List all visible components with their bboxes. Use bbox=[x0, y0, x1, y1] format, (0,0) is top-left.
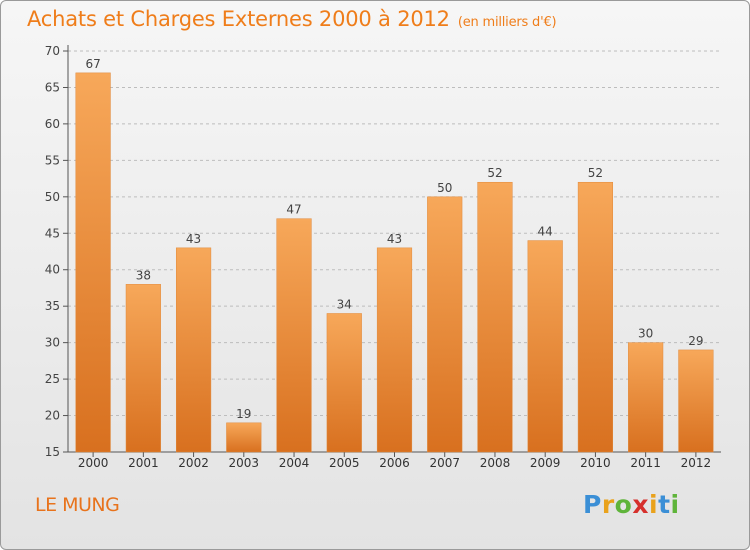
bar bbox=[427, 196, 463, 453]
bar bbox=[326, 313, 362, 453]
data-label: 30 bbox=[638, 327, 653, 341]
data-label: 19 bbox=[236, 407, 251, 421]
x-tick-label: 2001 bbox=[128, 456, 159, 470]
bars bbox=[75, 72, 714, 453]
data-label: 47 bbox=[286, 203, 301, 217]
bar bbox=[276, 218, 312, 453]
data-label: 67 bbox=[85, 57, 100, 71]
labels: 15 20 25 30 35 40 45 50 55 60 65 70 2000 67 2001 38 2002… bbox=[45, 44, 711, 470]
proxiti-logo: Proxiti bbox=[583, 490, 680, 519]
data-label: 50 bbox=[437, 181, 452, 195]
logo-letter: t bbox=[658, 490, 671, 519]
y-tick-label: 65 bbox=[45, 80, 60, 94]
chart-title-text: Achats et Charges Externes 2000 à 2012 bbox=[27, 7, 450, 31]
data-label: 43 bbox=[387, 232, 402, 246]
x-tick-label: 2005 bbox=[329, 456, 360, 470]
x-tick-label: 2007 bbox=[429, 456, 460, 470]
data-label: 34 bbox=[337, 297, 352, 311]
bar bbox=[527, 240, 563, 453]
bar bbox=[175, 247, 212, 453]
x-tick-label: 2011 bbox=[630, 456, 661, 470]
bar bbox=[628, 342, 664, 453]
logo-letter: r bbox=[601, 490, 615, 519]
y-tick-label: 55 bbox=[45, 153, 60, 167]
bar bbox=[125, 284, 161, 453]
y-tick-label: 15 bbox=[45, 445, 60, 459]
logo-letter: x bbox=[632, 490, 649, 519]
x-tick-label: 2002 bbox=[178, 456, 209, 470]
data-label: 38 bbox=[136, 268, 151, 282]
y-tick-label: 70 bbox=[45, 44, 60, 58]
y-tick-label: 60 bbox=[45, 117, 60, 131]
y-tick-label: 30 bbox=[45, 336, 60, 350]
bar bbox=[477, 181, 513, 453]
y-tick-label: 45 bbox=[45, 226, 60, 240]
x-tick-label: 2006 bbox=[379, 456, 410, 470]
data-label: 43 bbox=[186, 232, 201, 246]
commune-name: LE MUNG bbox=[35, 494, 120, 516]
y-tick-label: 25 bbox=[45, 372, 60, 386]
bar bbox=[376, 247, 413, 453]
chart-subtitle: (en milliers d'€) bbox=[457, 15, 557, 30]
y-tick-label: 50 bbox=[45, 190, 60, 204]
x-tick-label: 2000 bbox=[78, 456, 109, 470]
data-label: 44 bbox=[538, 225, 553, 239]
y-tick-label: 35 bbox=[45, 299, 60, 313]
data-label: 52 bbox=[487, 166, 502, 180]
y-tick-label: 20 bbox=[45, 409, 60, 423]
bar bbox=[75, 72, 111, 453]
data-label: 52 bbox=[588, 166, 603, 180]
x-tick-label: 2003 bbox=[229, 456, 260, 470]
data-label: 29 bbox=[688, 334, 703, 348]
chart-title: Achats et Charges Externes 2000 à 2012 (e… bbox=[27, 7, 557, 31]
x-tick-label: 2008 bbox=[480, 456, 511, 470]
logo-letter: P bbox=[583, 490, 602, 519]
logo-letter: i bbox=[649, 490, 659, 519]
bar bbox=[577, 181, 614, 453]
x-tick-label: 2004 bbox=[279, 456, 310, 470]
x-tick-label: 2012 bbox=[681, 456, 712, 470]
bar bbox=[226, 422, 262, 453]
logo-letter: i bbox=[670, 490, 680, 519]
logo-letter: o bbox=[614, 490, 633, 519]
x-tick-label: 2009 bbox=[530, 456, 561, 470]
bar bbox=[678, 349, 714, 453]
x-tick-label: 2010 bbox=[580, 456, 611, 470]
y-tick-label: 40 bbox=[45, 263, 60, 277]
